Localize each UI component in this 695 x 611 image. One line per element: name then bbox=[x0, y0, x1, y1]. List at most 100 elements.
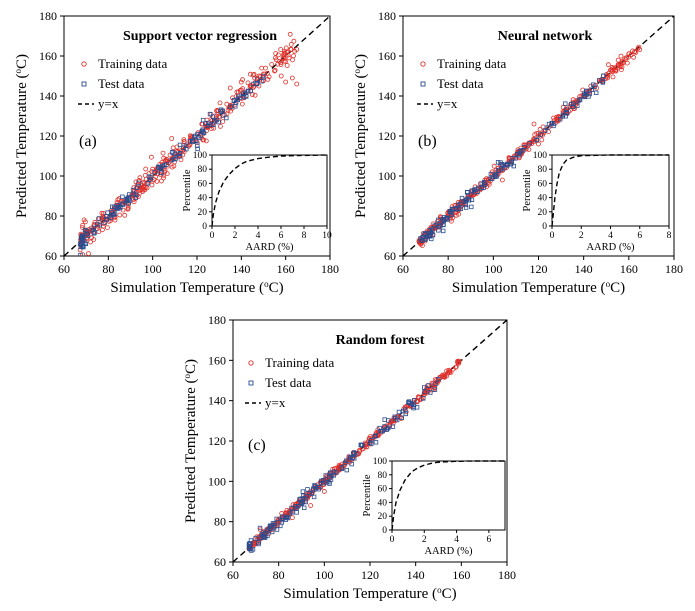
training-point bbox=[531, 137, 537, 142]
test-point bbox=[210, 114, 216, 119]
training-point bbox=[288, 46, 294, 52]
training-point bbox=[203, 138, 209, 144]
test-point bbox=[544, 125, 550, 130]
inset-frame bbox=[211, 154, 328, 227]
training-point bbox=[278, 62, 284, 67]
inset-y-tick-label: 80 bbox=[538, 165, 548, 175]
test-point bbox=[465, 193, 471, 198]
test-point bbox=[233, 104, 238, 109]
inset-cdf-line bbox=[211, 154, 328, 227]
training-point bbox=[632, 49, 638, 55]
x-tick-label: 140 bbox=[575, 262, 593, 276]
test-point bbox=[187, 138, 193, 144]
test-point bbox=[311, 486, 316, 491]
test-point bbox=[406, 400, 411, 405]
test-point bbox=[406, 399, 412, 404]
training-point bbox=[284, 49, 290, 55]
y-tick-label: 80 bbox=[214, 515, 226, 529]
y-tick-label: 160 bbox=[39, 49, 57, 63]
x-tick-label: 80 bbox=[102, 262, 114, 276]
test-point bbox=[254, 77, 260, 82]
test-point bbox=[84, 228, 89, 234]
training-point bbox=[227, 85, 233, 91]
x-tick-label: 80 bbox=[442, 262, 454, 276]
training-point bbox=[275, 61, 281, 67]
test-point bbox=[319, 478, 324, 483]
training-point bbox=[281, 55, 287, 61]
test-point bbox=[399, 415, 404, 420]
test-point bbox=[260, 530, 266, 535]
training-point bbox=[364, 444, 370, 450]
test-point bbox=[551, 123, 556, 129]
training-point bbox=[456, 359, 462, 365]
test-point bbox=[373, 440, 379, 445]
test-point bbox=[183, 143, 189, 148]
inset-y-tick-label: 100 bbox=[193, 151, 208, 161]
training-point bbox=[217, 100, 223, 106]
training-point bbox=[122, 212, 128, 218]
inset-x-tick-label: 2 bbox=[422, 535, 427, 545]
x-tick-label: 120 bbox=[530, 262, 548, 276]
training-point bbox=[275, 52, 281, 58]
training-point bbox=[164, 171, 170, 177]
test-point bbox=[201, 130, 207, 135]
test-point bbox=[95, 221, 100, 227]
training-point bbox=[608, 67, 613, 73]
test-point bbox=[328, 477, 334, 482]
test-point bbox=[448, 210, 454, 216]
y-axis-label: Predicted Temperature (oC) bbox=[182, 359, 199, 523]
x-tick-label: 160 bbox=[620, 262, 638, 276]
test-point bbox=[208, 122, 213, 127]
test-point bbox=[307, 491, 312, 496]
test-point bbox=[259, 79, 264, 84]
test-point bbox=[558, 117, 563, 122]
test-point bbox=[228, 104, 233, 109]
test-point bbox=[583, 88, 589, 94]
training-point bbox=[291, 53, 296, 59]
test-point bbox=[115, 206, 120, 211]
training-point bbox=[447, 370, 453, 375]
training-point bbox=[273, 57, 279, 63]
test-point bbox=[96, 216, 102, 221]
test-point bbox=[329, 472, 334, 478]
y-tick-label: 180 bbox=[39, 9, 57, 23]
inset-x-tick-label: 2 bbox=[233, 231, 238, 241]
training-point bbox=[125, 206, 131, 212]
test-point bbox=[575, 103, 580, 108]
test-point bbox=[563, 101, 568, 106]
training-point bbox=[495, 165, 501, 171]
training-point bbox=[273, 51, 279, 56]
test-point bbox=[158, 166, 164, 171]
test-point bbox=[247, 541, 252, 546]
test-point bbox=[400, 408, 406, 414]
test-point bbox=[350, 455, 355, 460]
y-tick-label: 180 bbox=[378, 9, 396, 23]
test-point bbox=[220, 113, 226, 118]
test-point bbox=[162, 162, 167, 168]
legend-training-label: Training data bbox=[265, 355, 334, 370]
test-point bbox=[195, 132, 200, 137]
legend-test-label: Test data bbox=[265, 375, 312, 390]
training-point bbox=[637, 47, 643, 53]
test-point bbox=[339, 466, 345, 471]
test-point bbox=[390, 424, 396, 429]
training-point bbox=[308, 503, 314, 508]
training-point bbox=[278, 47, 284, 52]
degree-symbol: o bbox=[352, 69, 362, 74]
training-point bbox=[215, 108, 221, 114]
test-point bbox=[241, 91, 246, 97]
training-point bbox=[292, 48, 298, 54]
training-point bbox=[269, 62, 275, 67]
test-point bbox=[442, 214, 447, 220]
training-point bbox=[259, 65, 265, 71]
training-point bbox=[631, 54, 636, 60]
training-point bbox=[272, 68, 277, 74]
training-point bbox=[286, 55, 292, 61]
training-point bbox=[401, 406, 407, 412]
inset-y-tick-label: 40 bbox=[538, 194, 548, 204]
training-point bbox=[615, 57, 621, 63]
inset-y-label: Percentile bbox=[182, 169, 193, 211]
x-tick-label: 60 bbox=[58, 262, 70, 276]
test-point bbox=[360, 443, 365, 448]
test-point bbox=[432, 387, 438, 392]
